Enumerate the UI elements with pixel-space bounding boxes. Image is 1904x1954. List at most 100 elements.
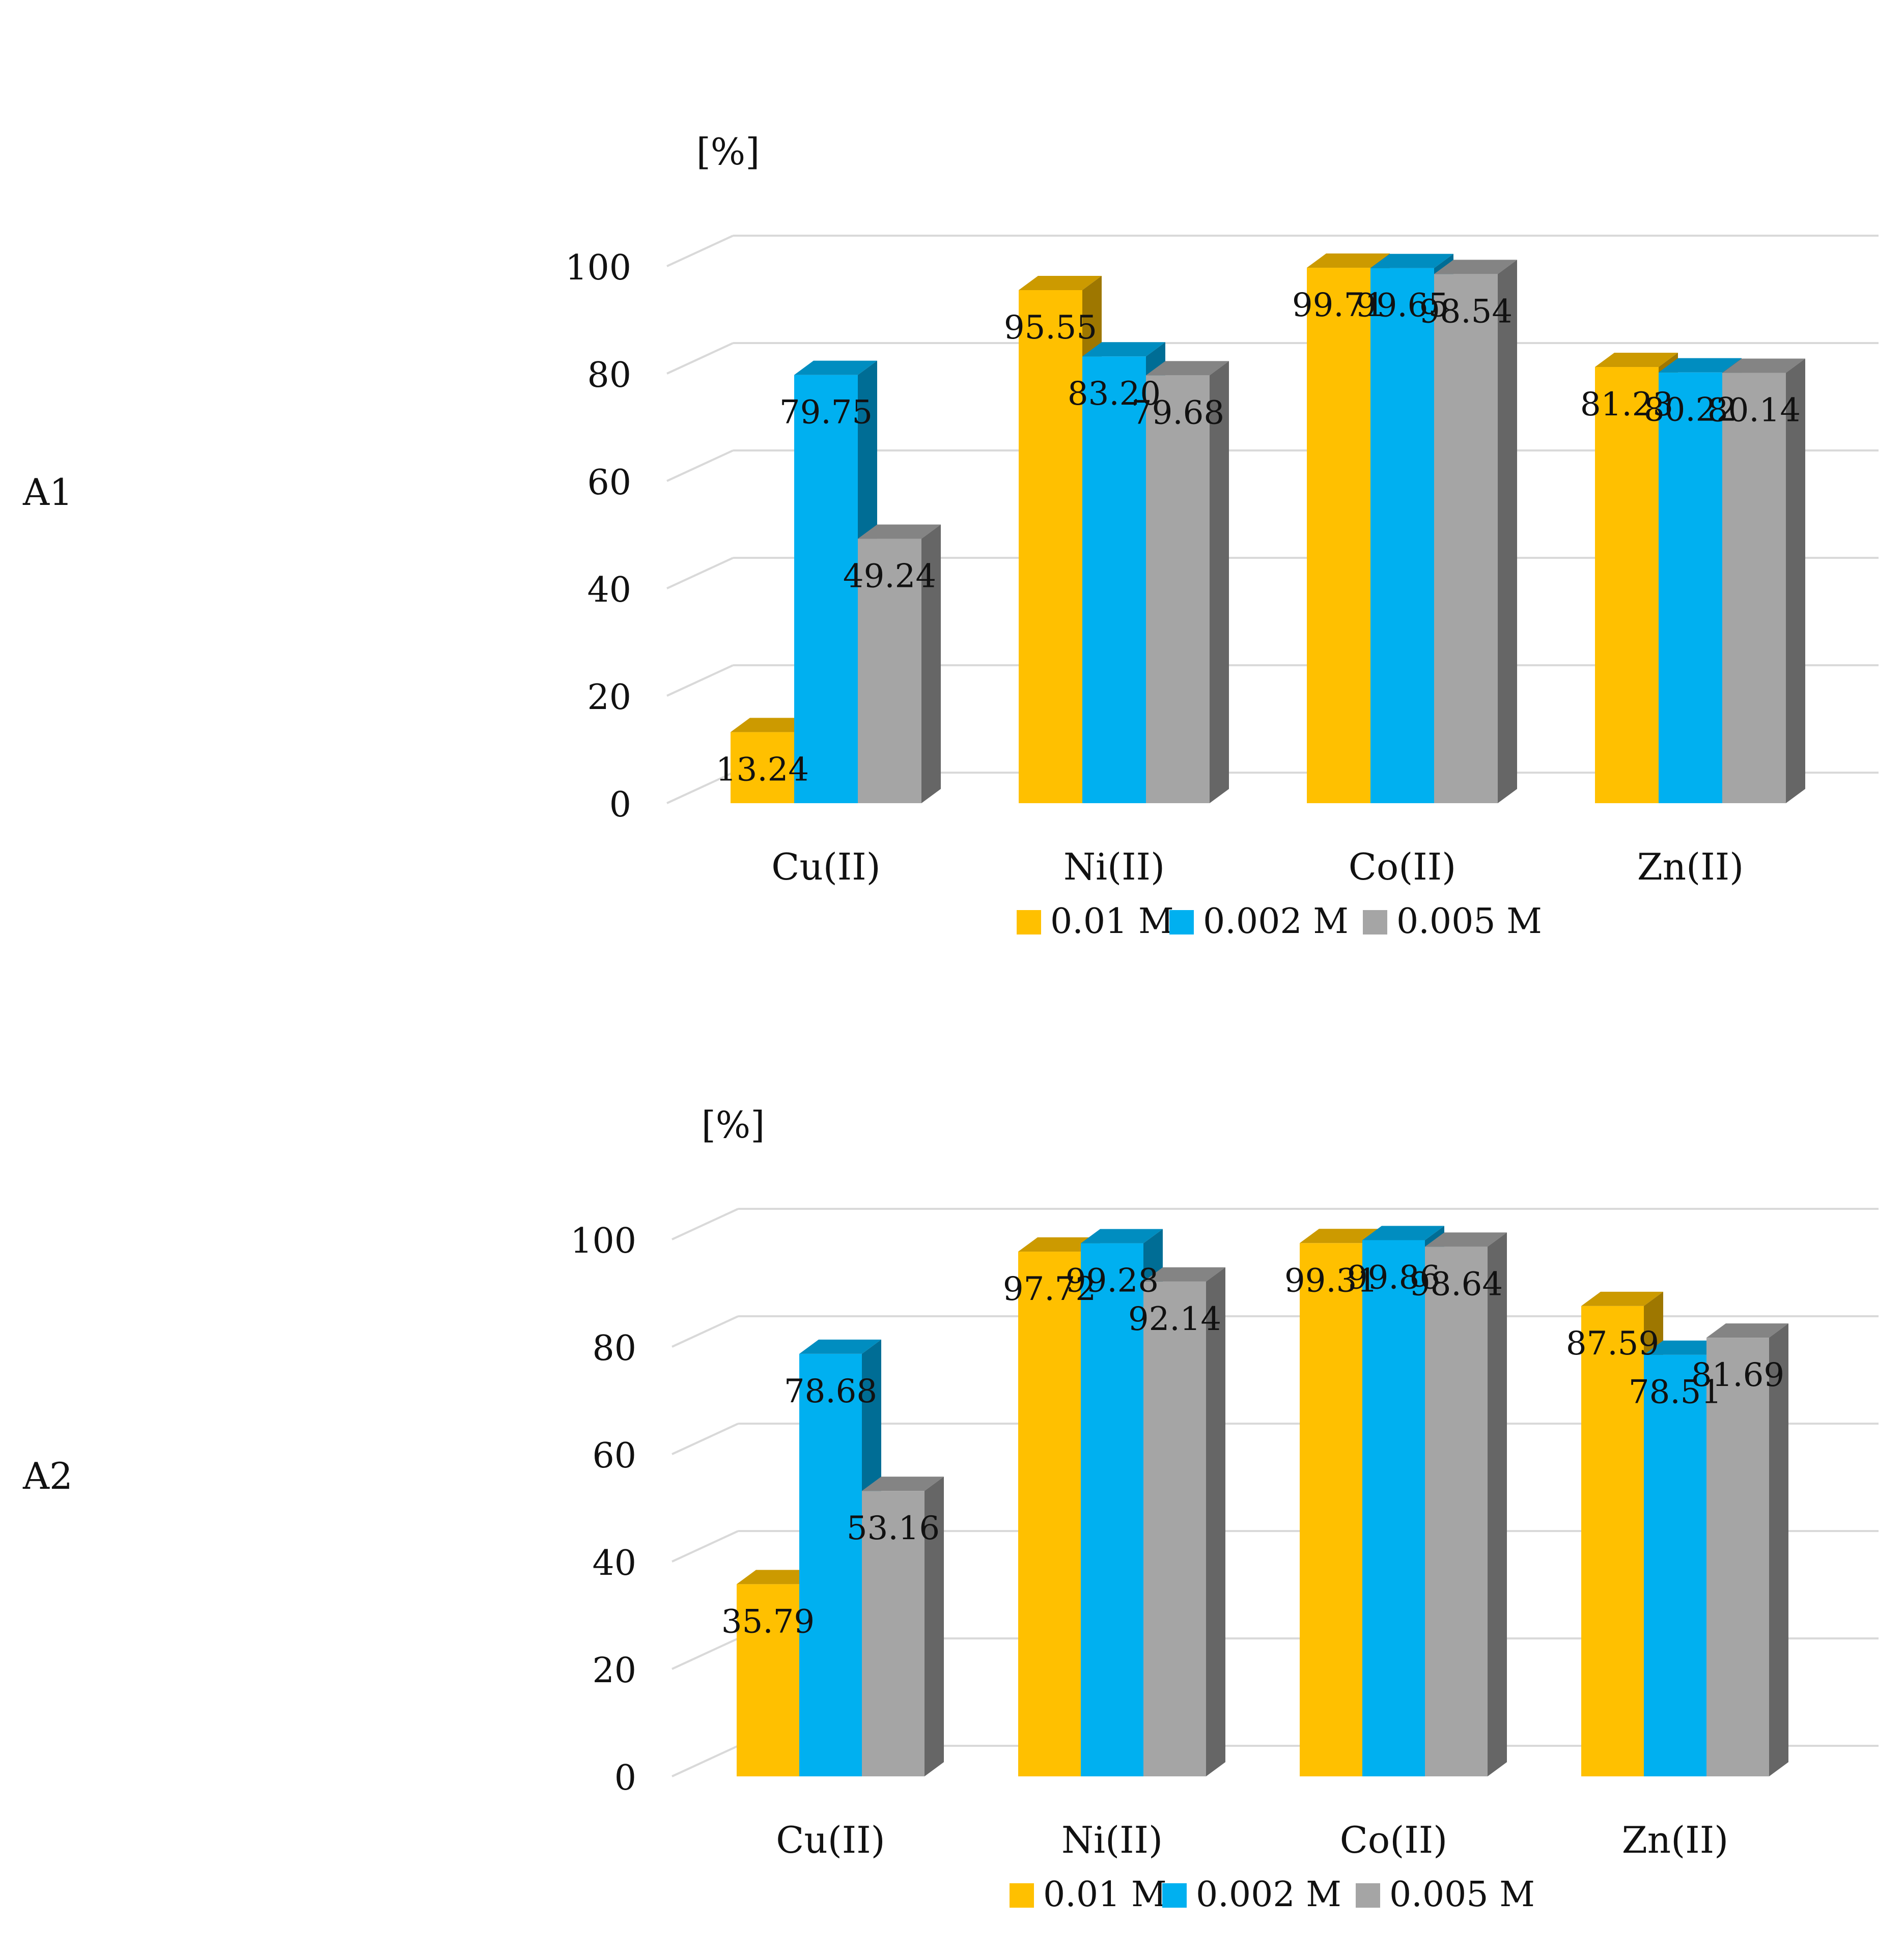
bar-front <box>794 375 858 803</box>
legend-swatch <box>1363 910 1387 934</box>
bar-top <box>1595 353 1678 367</box>
bar-front <box>1300 1243 1362 1776</box>
bar-front <box>737 1584 799 1776</box>
data-label: 78.51 <box>1629 1374 1722 1411</box>
gridline-diagonal <box>671 1637 739 1670</box>
gridline-diagonal <box>671 1745 739 1777</box>
data-label: 99.65 <box>1356 287 1449 325</box>
legend-swatch <box>1169 910 1194 934</box>
bar-top <box>1307 253 1390 268</box>
bar-front <box>1595 367 1659 803</box>
panel-label-a2: A2 <box>23 1455 73 1497</box>
bar-front <box>1706 1338 1769 1776</box>
bar-top <box>1018 1237 1100 1252</box>
legend-label: 0.002 M <box>1196 1875 1341 1915</box>
bar-top <box>1644 1340 1726 1355</box>
bar-front <box>1581 1306 1644 1776</box>
bar-front <box>1019 290 1082 803</box>
bar-top <box>1082 342 1165 357</box>
bar-top <box>1081 1229 1163 1243</box>
y-tick-label: 80 <box>592 1328 636 1369</box>
data-label: 97.72 <box>1003 1270 1096 1308</box>
bar-top <box>1659 358 1742 373</box>
bar-top <box>1434 260 1517 274</box>
data-label: 95.55 <box>1004 309 1097 347</box>
y-tick-label: 60 <box>592 1436 636 1476</box>
bar-top <box>1019 275 1102 290</box>
gridline-diagonal <box>671 1423 739 1455</box>
data-label: 13.24 <box>716 751 809 788</box>
bar-top <box>1146 361 1229 376</box>
gridline-diagonal <box>666 772 734 804</box>
y-tick-label: 0 <box>614 1758 636 1798</box>
y-axis-label: [%] <box>696 130 760 173</box>
bar-front <box>1018 1252 1081 1776</box>
data-label: 87.59 <box>1566 1325 1659 1363</box>
chart-a1: 0 20 40 60 80 100 [%] 13.24 79.75 49.24 Cu(II) 95.5… <box>565 130 1879 942</box>
data-label: 92.14 <box>1128 1300 1221 1338</box>
legend-swatch <box>1162 1883 1187 1908</box>
data-label: 53.16 <box>847 1510 940 1547</box>
bar-top <box>1300 1229 1382 1243</box>
bar-top <box>737 1570 819 1584</box>
bar-front <box>1425 1247 1488 1776</box>
legend-label: 0.01 M <box>1043 1875 1167 1915</box>
bar-front <box>858 539 921 803</box>
data-label: 99.28 <box>1066 1262 1159 1300</box>
x-tick-label: Co(II) <box>1349 845 1457 888</box>
gridline-diagonal <box>671 1530 739 1563</box>
legend-swatch <box>1017 910 1041 934</box>
bar-top <box>862 1477 944 1491</box>
bar-front <box>799 1353 862 1776</box>
data-label: 81.23 <box>1580 386 1673 423</box>
bar-side <box>1206 1267 1225 1776</box>
data-label: 78.68 <box>784 1373 877 1410</box>
bar-front <box>1644 1354 1706 1776</box>
data-label: 81.69 <box>1691 1356 1784 1394</box>
data-label: 79.68 <box>1131 394 1224 432</box>
data-label: 98.54 <box>1419 293 1513 330</box>
legend-swatch <box>1010 1883 1034 1908</box>
bar-top <box>1370 253 1453 268</box>
x-tick-label: Ni(II) <box>1063 845 1165 888</box>
y-tick-label: 100 <box>565 248 631 288</box>
bar-front <box>1362 1240 1425 1776</box>
y-tick-label: 60 <box>587 463 631 503</box>
legend-label: 0.01 M <box>1050 901 1174 942</box>
data-label: 49.24 <box>843 558 936 596</box>
legend-swatch <box>1356 1883 1380 1908</box>
bar-front <box>1434 274 1498 803</box>
x-tick-label: Cu(II) <box>776 1819 885 1861</box>
bar-side <box>921 524 941 803</box>
y-tick-label: 20 <box>587 677 631 718</box>
data-label: 83.20 <box>1068 375 1161 413</box>
gridline-diagonal <box>671 1208 739 1240</box>
bar-top <box>731 718 814 732</box>
x-tick-label: Zn(II) <box>1622 1819 1728 1861</box>
data-label: 79.75 <box>779 394 873 432</box>
bar-top <box>794 360 877 375</box>
bar-front <box>1722 373 1786 803</box>
data-label: 99.86 <box>1347 1259 1440 1296</box>
legend-label: 0.002 M <box>1203 901 1349 942</box>
bar-front <box>1370 268 1434 803</box>
bar-top <box>1581 1291 1663 1306</box>
bar-top <box>1706 1323 1788 1338</box>
gridline-diagonal <box>666 664 734 697</box>
x-tick-label: Cu(II) <box>771 845 881 888</box>
data-label: 80.22 <box>1644 391 1737 429</box>
y-tick-label: 40 <box>587 570 631 610</box>
legend-label: 0.005 M <box>1396 901 1542 942</box>
data-label: 80.14 <box>1707 392 1801 430</box>
gridline-diagonal <box>671 1315 739 1348</box>
x-tick-label: Co(II) <box>1340 1819 1448 1861</box>
gridline-diagonal <box>666 235 734 267</box>
y-tick-label: 100 <box>570 1221 636 1261</box>
bar-front <box>1081 1243 1143 1776</box>
bar-front <box>1082 356 1146 803</box>
bar-side <box>1488 1232 1507 1776</box>
bar-top <box>799 1339 881 1354</box>
data-label: 99.71 <box>1292 287 1385 324</box>
bar-side <box>1210 361 1229 803</box>
y-axis-label: [%] <box>702 1103 765 1146</box>
